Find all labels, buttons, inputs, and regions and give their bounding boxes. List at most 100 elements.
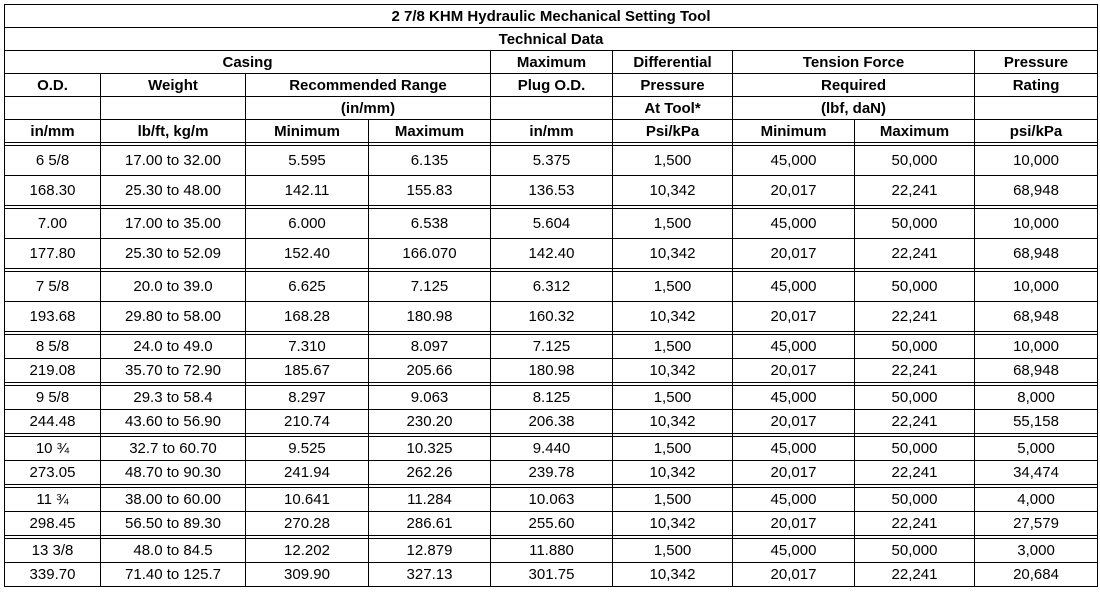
table-cell: 20,017 [732,238,855,269]
table-cell: 35.70 to 72.90 [100,358,246,383]
table-cell: 24.0 to 49.0 [100,334,246,359]
table-cell: 177.80 [4,238,101,269]
header-pressure: Pressure [973,50,1099,74]
table-cell: 6.000 [245,208,369,239]
table-cell: 1,500 [612,145,733,176]
table-cell: 22,241 [854,460,975,485]
table-cell: 255.60 [490,511,613,536]
table-cell: 10,342 [612,409,733,434]
table-cell: 10,342 [612,175,733,206]
header-weight: Weight [100,73,246,97]
table-cell: 20.0 to 39.0 [100,271,246,302]
table-cell: 22,241 [854,175,975,206]
table-cell: 50,000 [854,538,975,563]
table-cell: 180.98 [368,301,491,332]
table-row: 219.08 35.70 to 72.90 185.67 205.66 180.98 10… [4,358,1099,383]
header-tension-force: Tension Force [732,50,975,74]
table-cell: 5.604 [490,208,613,239]
table-cell: 50,000 [854,436,975,461]
unit-cell: Minimum [245,119,369,143]
table-cell: 9 5/8 [4,385,101,410]
table-cell: 45,000 [732,436,855,461]
table-cell: 71.40 to 125.7 [100,562,246,587]
table-cell: 68,948 [973,238,1099,269]
header-blank [490,96,613,120]
unit-cell: Minimum [732,119,855,143]
table-row: 8 5/8 24.0 to 49.0 7.310 8.097 7.125 1,500 45,… [4,334,1099,359]
header-plug-od: Plug O.D. [490,73,613,97]
table-cell: 22,241 [854,409,975,434]
table-cell: 339.70 [4,562,101,587]
table-cell: 10,342 [612,301,733,332]
table-row: 244.48 43.60 to 56.90 210.74 230.20 206.38 10… [4,409,1099,434]
table-cell: 1,500 [612,271,733,302]
table-cell: 9.063 [368,385,491,410]
unit-cell: in/mm [490,119,613,143]
table-cell: 168.28 [245,301,369,332]
header-rating: Rating [973,73,1099,97]
units-row: in/mm lb/ft, kg/m Minimum Maximum in/mm … [4,119,1099,143]
table-cell: 68,948 [973,301,1099,332]
table-cell: 205.66 [368,358,491,383]
table-cell: 10,000 [973,208,1099,239]
table-cell: 43.60 to 56.90 [100,409,246,434]
table-cell: 1,500 [612,385,733,410]
table-cell: 206.38 [490,409,613,434]
table-cell: 9.440 [490,436,613,461]
table-cell: 136.53 [490,175,613,206]
table-row: 9 5/8 29.3 to 58.4 8.297 9.063 8.125 1,500 45,… [4,385,1099,410]
table-cell: 168.30 [4,175,101,206]
table-cell: 20,017 [732,175,855,206]
table-cell: 22,241 [854,238,975,269]
table-row: 193.68 29.80 to 58.00 168.28 180.98 160.32 10… [4,301,1099,332]
table-cell: 152.40 [245,238,369,269]
table-cell: 1,500 [612,538,733,563]
table-cell: 4,000 [973,487,1099,512]
table-cell: 7.00 [4,208,101,239]
table-cell: 7 5/8 [4,271,101,302]
table-cell: 34,474 [973,460,1099,485]
header-pressure-2: Pressure [612,73,733,97]
table-cell: 10,000 [973,271,1099,302]
table-cell: 241.94 [245,460,369,485]
table-cell: 230.20 [368,409,491,434]
table-cell: 11.284 [368,487,491,512]
table-cell: 286.61 [368,511,491,536]
table-cell: 10.325 [368,436,491,461]
table-cell: 5.595 [245,145,369,176]
table-cell: 10,342 [612,358,733,383]
unit-cell: psi/kPa [973,119,1099,143]
table-cell: 6.625 [245,271,369,302]
spec-table: 2 7/8 KHM Hydraulic Mechanical Setting T… [3,4,1099,587]
table-cell: 8.097 [368,334,491,359]
table-cell: 20,684 [973,562,1099,587]
table-cell: 180.98 [490,358,613,383]
table-cell: 48.70 to 90.30 [100,460,246,485]
table-cell: 10,342 [612,238,733,269]
table-cell: 50,000 [854,334,975,359]
table-cell: 56.50 to 89.30 [100,511,246,536]
table-row: 298.45 56.50 to 89.30 270.28 286.61 255.60 10… [4,511,1099,536]
header-blank [4,96,101,120]
header-required: Required [732,73,975,97]
table-cell: 45,000 [732,538,855,563]
table-cell: 68,948 [973,358,1099,383]
table-cell: 10.641 [245,487,369,512]
technical-data-sheet: 2 7/8 KHM Hydraulic Mechanical Setting T… [3,4,1099,587]
table-cell: 193.68 [4,301,101,332]
table-title: 2 7/8 KHM Hydraulic Mechanical Setting T… [3,4,1099,28]
unit-cell: lb/ft, kg/m [100,119,246,143]
table-cell: 68,948 [973,175,1099,206]
table-cell: 20,017 [732,511,855,536]
table-cell: 20,017 [732,301,855,332]
table-cell: 10,342 [612,562,733,587]
table-cell: 29.80 to 58.00 [100,301,246,332]
table-cell: 7.125 [368,271,491,302]
table-row: 168.30 25.30 to 48.00 142.11 155.83 136.53 10… [4,175,1099,206]
table-cell: 45,000 [732,385,855,410]
table-cell: 10,000 [973,145,1099,176]
table-cell: 20,017 [732,460,855,485]
table-cell: 10 ¾ [4,436,101,461]
table-row: 11 ¾ 38.00 to 60.00 10.641 11.284 10.063 1,50… [4,487,1099,512]
table-cell: 6.312 [490,271,613,302]
